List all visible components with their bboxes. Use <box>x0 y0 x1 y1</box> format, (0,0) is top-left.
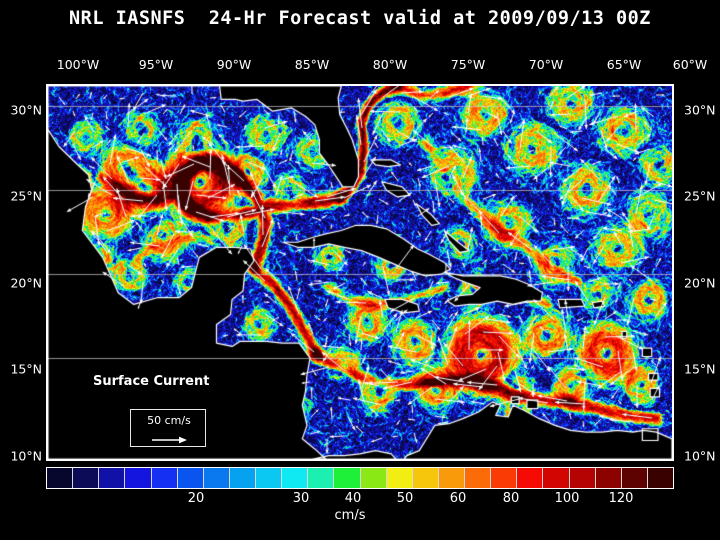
surface-current-speed-field <box>48 86 672 459</box>
colorbar-tick-30: 30 <box>292 491 310 506</box>
colorbar-swatch <box>177 468 204 488</box>
colorbar-tick-80: 80 <box>502 491 520 506</box>
colorbar-swatches <box>47 468 673 488</box>
lon-tick-label-80w: 80°W <box>372 57 408 72</box>
colorbar-swatch <box>203 468 230 488</box>
lon-tick-label-100w: 100°W <box>56 57 100 72</box>
lat-tick-label-right-20n: 20°N <box>684 275 716 291</box>
lat-tick-label-left-15n: 15°N <box>10 361 42 377</box>
lon-tick-label-75w: 75°W <box>450 57 486 72</box>
colorbar-swatch <box>569 468 596 488</box>
lat-tick-label-right-30n: 30°N <box>684 102 716 118</box>
colorbar-tick-40: 40 <box>344 491 362 506</box>
lat-tick-label-left-10n: 10°N <box>10 448 42 464</box>
lon-tick-label-90w: 90°W <box>216 57 252 72</box>
vector-scale-label: 50 cm/s <box>147 414 191 427</box>
colorbar-swatch <box>517 468 544 488</box>
colorbar-tick-120: 120 <box>608 491 634 506</box>
colorbar-swatch <box>360 468 387 488</box>
colorbar-swatch <box>125 468 152 488</box>
colorbar-swatch <box>412 468 439 488</box>
colorbar <box>46 467 674 489</box>
page-title: NRL IASNFS 24-Hr Forecast valid at 2009/… <box>69 8 651 29</box>
colorbar-tick-50: 50 <box>396 491 414 506</box>
colorbar-swatch <box>99 468 126 488</box>
lon-tick-label-95w: 95°W <box>138 57 174 72</box>
lat-tick-label-right-15n: 15°N <box>684 361 716 377</box>
colorbar-tick-100: 100 <box>554 491 580 506</box>
lat-tick-label-left-30n: 30°N <box>10 102 42 118</box>
colorbar-swatch <box>491 468 518 488</box>
lat-tick-label-left-20n: 20°N <box>10 275 42 291</box>
lat-tick-label-right-10n: 10°N <box>684 448 716 464</box>
colorbar-swatch <box>647 468 673 488</box>
right-arrow-icon <box>152 436 187 444</box>
lon-tick-label-70w: 70°W <box>528 57 564 72</box>
colorbar-swatch <box>229 468 256 488</box>
colorbar-swatch <box>543 468 570 488</box>
colorbar-swatch <box>47 468 74 488</box>
lat-tick-label-right-25n: 25°N <box>684 188 716 204</box>
colorbar-swatch <box>465 468 492 488</box>
colorbar-swatch <box>595 468 622 488</box>
colorbar-swatch <box>334 468 361 488</box>
colorbar-swatch <box>256 468 283 488</box>
colorbar-swatch <box>386 468 413 488</box>
lat-tick-label-left-25n: 25°N <box>10 188 42 204</box>
colorbar-swatch <box>282 468 309 488</box>
colorbar-tick-60: 60 <box>449 491 467 506</box>
colorbar-swatch <box>73 468 100 488</box>
map-plot-area[interactable] <box>46 84 674 461</box>
colorbar-swatch <box>151 468 178 488</box>
legend-field-label: Surface Current <box>93 374 210 389</box>
colorbar-swatch <box>621 468 648 488</box>
colorbar-swatch <box>308 468 335 488</box>
colorbar-tick-20: 20 <box>187 491 205 506</box>
lon-tick-label-65w: 65°W <box>606 57 642 72</box>
lon-tick-label-85w: 85°W <box>294 57 330 72</box>
colorbar-unit-label: cm/s <box>334 508 366 523</box>
vector-scale-box: 50 cm/s <box>130 409 206 447</box>
lon-tick-label-60w: 60°W <box>672 57 708 72</box>
colorbar-swatch <box>438 468 465 488</box>
